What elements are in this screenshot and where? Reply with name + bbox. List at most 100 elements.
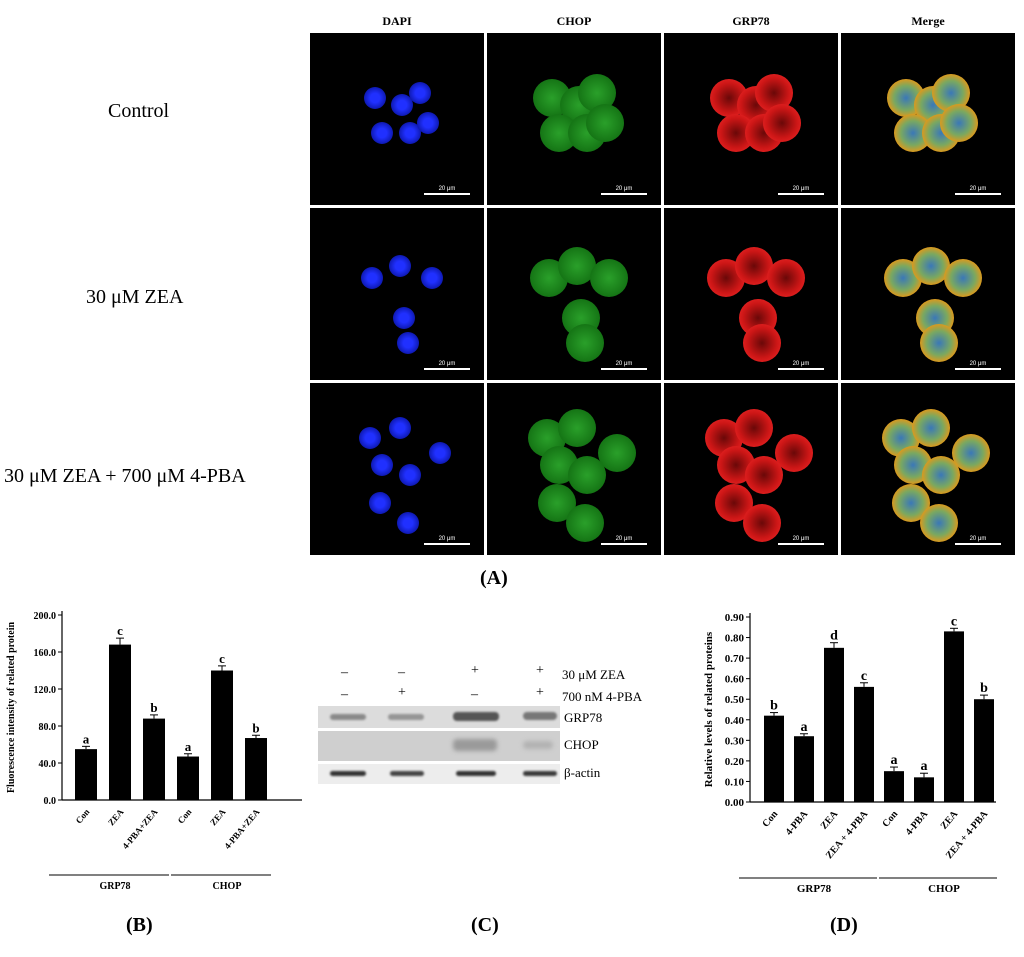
cell xyxy=(920,504,958,542)
scale-bar-label: 20 μm xyxy=(438,361,456,367)
y-tick-label: 0.40 xyxy=(725,715,745,727)
scale-bar: 20 μm xyxy=(424,536,470,545)
bar xyxy=(884,771,904,802)
scale-bar-label: 20 μm xyxy=(615,536,633,542)
scale-bar-line xyxy=(601,368,647,370)
significance-letter: d xyxy=(830,629,838,644)
significance-letter: a xyxy=(801,720,808,735)
cell xyxy=(590,259,628,297)
scale-bar: 20 μm xyxy=(955,186,1001,195)
cell xyxy=(566,504,604,542)
scale-bar-label: 20 μm xyxy=(438,536,456,542)
cell xyxy=(566,324,604,362)
cell xyxy=(399,464,421,486)
zea-sign-2: – xyxy=(398,665,405,680)
cell xyxy=(409,82,431,104)
micrograph-chop-row-2: 20 μm xyxy=(487,208,661,380)
y-tick-label: 80.0 xyxy=(39,722,57,733)
cell xyxy=(743,504,781,542)
scale-bar: 20 μm xyxy=(778,361,824,370)
cell xyxy=(952,434,990,472)
y-tick-label: 0.30 xyxy=(725,735,745,747)
blot-strip-chop xyxy=(318,731,560,761)
significance-letter: a xyxy=(83,731,90,746)
scale-bar-label: 20 μm xyxy=(969,186,987,192)
scale-bar-label: 20 μm xyxy=(969,361,987,367)
significance-letter: a xyxy=(891,753,898,768)
scale-bar-line xyxy=(424,193,470,195)
scale-bar-label: 20 μm xyxy=(792,186,810,192)
zea-label: 30 μM ZEA xyxy=(562,667,626,682)
micrograph-dapi-row-3: 20 μm xyxy=(310,383,484,555)
cell xyxy=(389,255,411,277)
cell xyxy=(429,442,451,464)
cell xyxy=(397,512,419,534)
micrograph-merge-row-1: 20 μm xyxy=(841,33,1015,205)
micrograph-chop-row-3: 20 μm xyxy=(487,383,661,555)
cell xyxy=(399,122,421,144)
scale-bar-line xyxy=(778,368,824,370)
y-tick-label: 0.20 xyxy=(725,756,745,768)
scale-bar-label: 20 μm xyxy=(438,186,456,192)
cell xyxy=(558,247,596,285)
row-label-zea-pba: 30 μM ZEA + 700 μM 4-PBA xyxy=(4,465,246,487)
significance-letter: c xyxy=(117,623,123,638)
cell xyxy=(598,434,636,472)
y-tick-label: 120.0 xyxy=(34,685,57,696)
scale-bar: 20 μm xyxy=(955,536,1001,545)
cell xyxy=(940,104,978,142)
category-label: Con xyxy=(880,809,900,830)
scale-bar: 20 μm xyxy=(778,536,824,545)
scale-bar-line xyxy=(955,193,1001,195)
zea-sign-4: + xyxy=(536,663,544,678)
bar xyxy=(974,699,994,802)
category-label: ZEA xyxy=(819,808,841,831)
scale-bar-line xyxy=(424,543,470,545)
cell xyxy=(361,267,383,289)
bar xyxy=(944,631,964,802)
cell xyxy=(369,492,391,514)
scale-bar: 20 μm xyxy=(424,361,470,370)
bar xyxy=(854,686,874,802)
significance-letter: c xyxy=(861,669,867,684)
cell xyxy=(391,94,413,116)
y-tick-label: 0.00 xyxy=(725,797,745,809)
pba-sign-3: – xyxy=(471,687,478,702)
bar xyxy=(794,736,814,802)
cell xyxy=(735,247,773,285)
group-label: GRP78 xyxy=(797,883,832,895)
y-tick-label: 160.0 xyxy=(34,648,57,659)
row-label-control: Control xyxy=(108,100,170,122)
category-label: ZEA xyxy=(106,806,126,827)
cell xyxy=(371,454,393,476)
group-label: CHOP xyxy=(213,881,242,892)
scale-bar: 20 μm xyxy=(955,361,1001,370)
significance-letter: b xyxy=(980,681,988,696)
scale-bar-line xyxy=(601,193,647,195)
bar xyxy=(764,715,784,802)
category-label: 4-PBA+ZEA xyxy=(120,806,160,850)
bar xyxy=(109,644,131,800)
scale-bar-line xyxy=(424,368,470,370)
column-header-grp78: GRP78 xyxy=(732,14,770,28)
micrograph-merge-row-3: 20 μm xyxy=(841,383,1015,555)
bar xyxy=(211,670,233,800)
significance-letter: b xyxy=(770,699,778,714)
significance-letter: b xyxy=(252,720,259,735)
scale-bar-label: 20 μm xyxy=(615,361,633,367)
significance-letter: c xyxy=(951,614,957,629)
band-label-actin: β-actin xyxy=(564,765,601,780)
column-header-dapi: DAPI xyxy=(382,14,412,28)
y-tick-label: 0.0 xyxy=(44,796,57,807)
bar xyxy=(75,749,97,800)
scale-bar: 20 μm xyxy=(778,186,824,195)
bar xyxy=(245,738,267,800)
micrograph-dapi-row-1: 20 μm xyxy=(310,33,484,205)
category-label: Con xyxy=(74,807,92,826)
significance-letter: b xyxy=(150,700,157,715)
y-tick-label: 0.10 xyxy=(725,776,745,788)
category-label: Con xyxy=(760,809,780,830)
y-axis-label: Fluorescence intensity of related protei… xyxy=(6,622,17,794)
category-label: Con xyxy=(176,807,194,826)
cell xyxy=(920,324,958,362)
